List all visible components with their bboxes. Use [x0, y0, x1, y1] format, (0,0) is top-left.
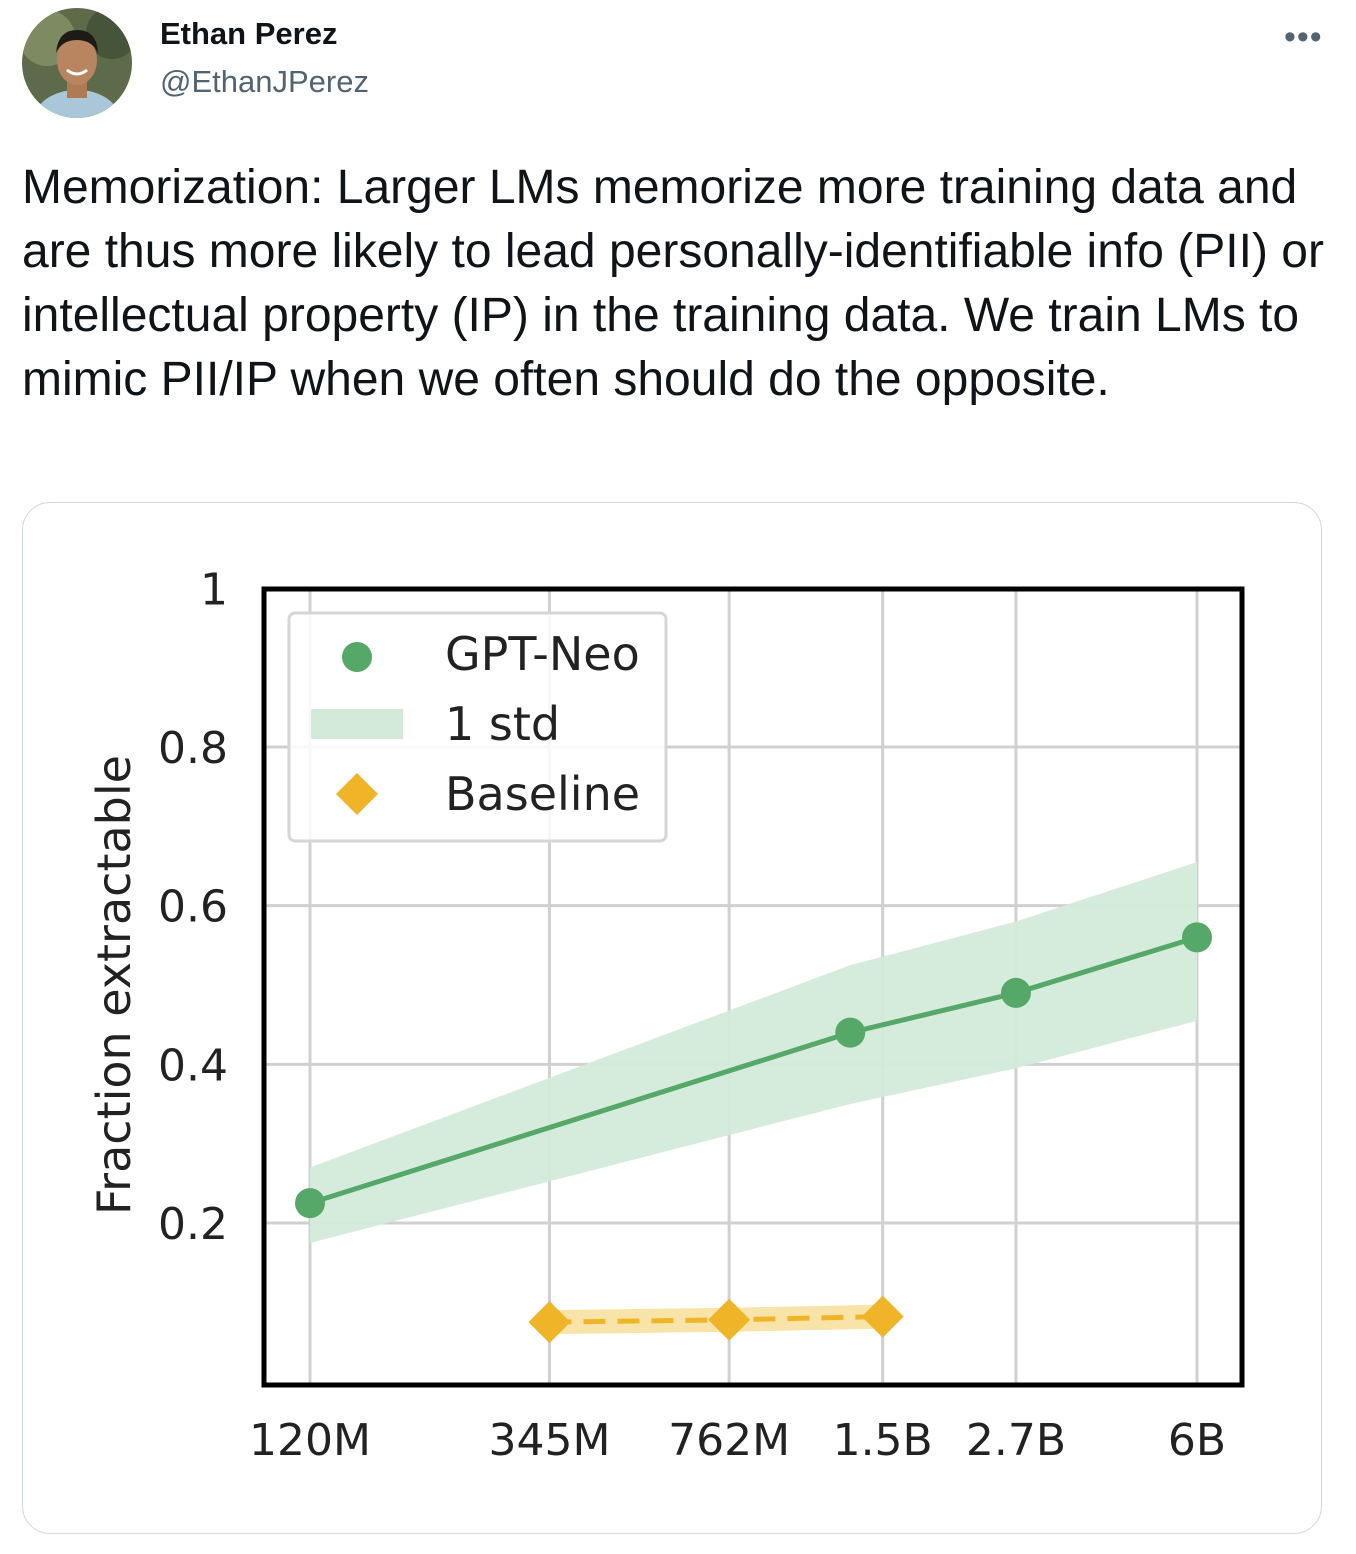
- legend-label: GPT-Neo: [445, 627, 640, 681]
- legend-baseline-marker: [336, 773, 378, 815]
- gpt-neo-point: [1182, 922, 1212, 953]
- y-tick-label: 0.2: [158, 1199, 228, 1250]
- legend-gpt-neo-marker: [342, 642, 372, 672]
- more-horizontal-icon[interactable]: •••: [1284, 18, 1323, 56]
- x-tick-label: 762M: [668, 1415, 790, 1466]
- y-tick-label: 0.6: [158, 882, 228, 933]
- x-tick-label: 6B: [1168, 1415, 1226, 1466]
- gpt-neo-line: [309, 935, 1198, 1206]
- chart-card[interactable]: 0.2 0.4 0.6 0.8 1 120M 345M 762M 1.5B 2.7B 6B Fract…: [22, 502, 1322, 1534]
- author-name[interactable]: Ethan Perez: [160, 16, 338, 51]
- baseline-point: [528, 1301, 571, 1344]
- gpt-neo-point: [295, 1188, 325, 1219]
- gpt-neo-point: [835, 1017, 866, 1048]
- x-tick-label: 120M: [249, 1415, 371, 1466]
- x-tick-label: 1.5B: [833, 1415, 933, 1466]
- y-tick-label: 0.4: [158, 1040, 228, 1091]
- legend-label: Baseline: [445, 767, 640, 821]
- author-handle[interactable]: @EthanJPerez: [160, 64, 369, 99]
- y-tick-label: 1: [200, 564, 228, 615]
- x-tick-label: 2.7B: [966, 1415, 1066, 1466]
- y-axis-label: Fraction extractable: [87, 755, 141, 1215]
- baseline-point: [861, 1295, 904, 1338]
- gpt-neo-point: [1000, 977, 1031, 1008]
- tweet-text: Memorization: Larger LMs memorize more t…: [22, 161, 1324, 406]
- avatar[interactable]: [22, 8, 132, 118]
- chart: 0.2 0.4 0.6 0.8 1 120M 345M 762M 1.5B 2.7B 6B Fract…: [87, 564, 1245, 1466]
- gpt-neo-std-band: [310, 862, 1197, 1243]
- baseline-point: [708, 1298, 751, 1341]
- legend-label: 1 std: [445, 697, 560, 751]
- plot-frame: [261, 586, 1245, 1388]
- avatar-image: [22, 8, 132, 118]
- y-tick-label: 0.8: [158, 723, 228, 774]
- legend-std-swatch: [311, 709, 403, 739]
- x-tick-label: 345M: [488, 1415, 610, 1466]
- legend-box: [287, 611, 668, 843]
